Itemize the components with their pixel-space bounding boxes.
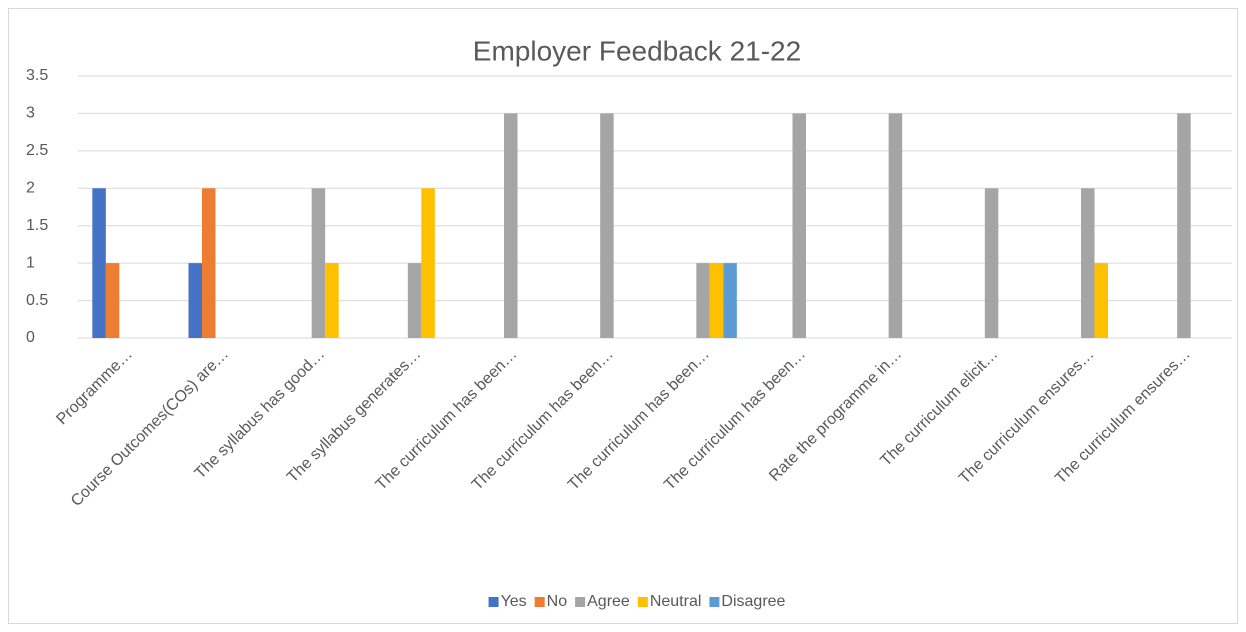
bar — [504, 113, 518, 338]
bar — [888, 113, 903, 338]
legend-swatch — [488, 597, 499, 607]
legend-swatch — [575, 597, 586, 607]
bar — [600, 113, 614, 338]
bar — [1094, 263, 1108, 338]
bar — [1081, 188, 1095, 338]
bar — [1177, 113, 1191, 338]
bar — [723, 263, 737, 338]
legend-label: Agree — [587, 593, 630, 610]
y-tick-label: 1.5 — [26, 217, 48, 234]
bar — [984, 188, 999, 338]
y-tick-label: 2.5 — [26, 142, 48, 159]
legend-label: No — [547, 593, 568, 610]
y-tick-label: 0.5 — [26, 292, 48, 309]
bar — [188, 263, 202, 338]
y-tick-label: 3.5 — [26, 67, 48, 84]
legend-label: Disagree — [721, 593, 785, 610]
y-tick-label: 2 — [26, 180, 35, 197]
bar — [311, 188, 326, 338]
y-tick-label: 0 — [26, 329, 35, 346]
bar — [105, 263, 120, 338]
legend: Yes No Agree Neutral Disagree — [488, 593, 786, 610]
chart-title: Employer Feedback 21-22 — [473, 35, 801, 66]
bar — [709, 263, 724, 338]
legend-swatch — [534, 597, 545, 607]
legend-label: Neutral — [650, 593, 702, 610]
y-tick-label: 3 — [26, 105, 35, 122]
bar — [792, 113, 806, 338]
bar — [407, 263, 422, 338]
bar — [325, 263, 339, 338]
legend-swatch — [709, 597, 720, 607]
y-tick-label: 1 — [26, 254, 35, 271]
bar — [92, 188, 106, 338]
legend-swatch — [637, 597, 648, 607]
bar — [202, 188, 216, 338]
bar — [696, 263, 710, 338]
legend-label: Yes — [501, 593, 527, 610]
bar — [421, 188, 435, 338]
